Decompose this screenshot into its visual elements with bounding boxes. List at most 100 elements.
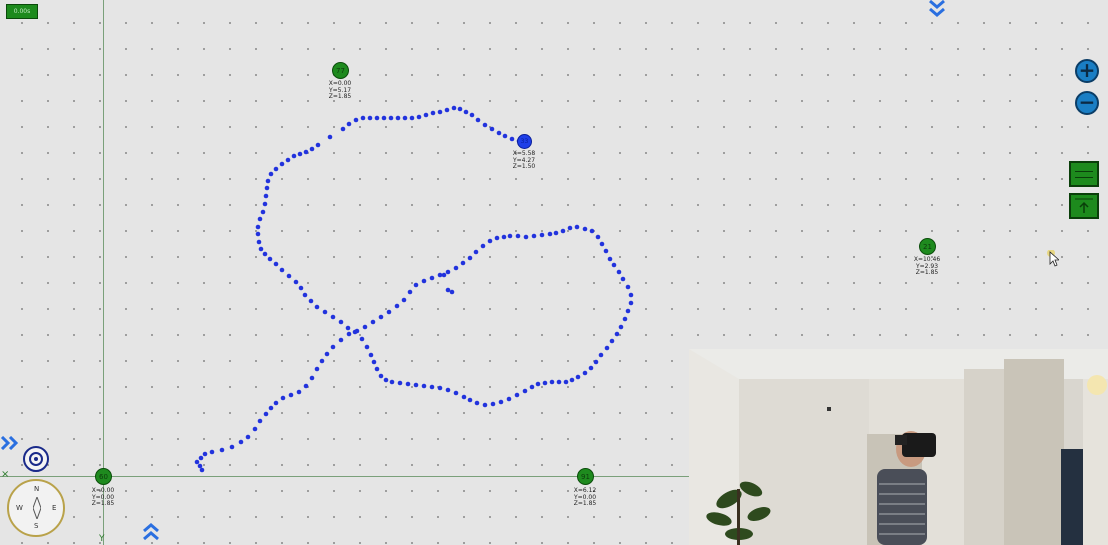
anchor-91[interactable]: 91 <box>577 468 594 485</box>
trail-point <box>263 193 269 199</box>
anchor-60[interactable]: 60 <box>95 468 112 485</box>
trail-point <box>368 352 374 358</box>
trail-point <box>441 272 447 278</box>
trail-point <box>209 449 215 455</box>
y-axis-line <box>103 0 104 545</box>
trail-point <box>501 234 507 240</box>
trail-point <box>262 251 268 257</box>
trail-point <box>303 149 309 155</box>
zoom-in-button[interactable]: + <box>1075 59 1099 83</box>
trail-point <box>625 284 631 290</box>
trail-point <box>625 308 631 314</box>
trail-point <box>371 359 377 365</box>
trail-point <box>445 269 451 275</box>
anchor-x: X=0.00 <box>328 80 352 87</box>
trail-point <box>463 109 469 115</box>
fit-view-button[interactable] <box>1069 161 1099 187</box>
trail-point <box>437 109 443 115</box>
trail-point <box>429 384 435 390</box>
trail-point <box>340 126 346 132</box>
anchor-z: Z=1.85 <box>328 93 352 100</box>
tag-x: X=5.58 <box>512 150 536 157</box>
trail-point <box>542 380 548 386</box>
trail-point <box>494 235 500 241</box>
trail-point <box>260 209 266 215</box>
trail-point <box>367 115 373 121</box>
trail-point <box>421 383 427 389</box>
trail-point <box>467 255 473 261</box>
double-chevron-up-icon[interactable] <box>142 522 160 542</box>
trail-point <box>622 316 628 322</box>
trail-point <box>509 136 515 142</box>
trail-point <box>628 292 634 298</box>
trail-point <box>461 394 467 400</box>
trail-point <box>506 396 512 402</box>
trail-point <box>539 232 545 238</box>
trail-point <box>445 287 451 293</box>
compass-east: E <box>52 504 57 512</box>
trail-point <box>319 358 325 364</box>
trail-point <box>460 260 466 266</box>
time-badge[interactable]: 0.00s <box>6 4 38 19</box>
trail-point <box>409 115 415 121</box>
anchor-x: X=0.00 <box>91 487 115 494</box>
trail-point <box>324 351 330 357</box>
trail-point <box>560 228 566 234</box>
tag-y: Y=4.27 <box>512 156 536 164</box>
trail-point <box>405 381 411 387</box>
trail-point <box>322 309 328 315</box>
trail-point <box>257 216 263 222</box>
trail-point <box>345 325 351 331</box>
trail-point <box>413 382 419 388</box>
anchor-id: 91 <box>581 473 590 481</box>
trail-point <box>298 285 304 291</box>
trail-point <box>402 115 408 121</box>
tag-marker[interactable]: 33 <box>517 134 532 149</box>
upload-arrow-icon <box>1075 198 1093 213</box>
trail-point <box>529 384 535 390</box>
trail-point <box>535 381 541 387</box>
trail-point <box>202 451 208 457</box>
trail-point <box>475 117 481 123</box>
trail-point <box>252 426 258 432</box>
trail-point <box>229 444 235 450</box>
trail-point <box>575 374 581 380</box>
trail-point <box>407 289 413 295</box>
trail-point <box>620 276 626 282</box>
trail-point <box>482 402 488 408</box>
trail-point <box>616 269 622 275</box>
trail-point <box>268 405 274 411</box>
trail-point <box>338 337 344 343</box>
trail-point <box>480 243 486 249</box>
plus-icon: + <box>1078 58 1096 82</box>
expand-left-icon <box>0 435 19 451</box>
compass-icon: N S E W <box>7 479 65 537</box>
anchor-x: X=6.12 <box>573 487 597 494</box>
trail-point <box>611 262 617 268</box>
export-button[interactable] <box>1069 193 1099 219</box>
trail-point <box>388 115 394 121</box>
trail-point <box>531 233 537 239</box>
trail-point <box>286 273 292 279</box>
trail-point <box>609 338 615 344</box>
compass-south: S <box>34 522 39 530</box>
target-icon[interactable] <box>23 446 49 472</box>
trail-point <box>285 157 291 163</box>
zoom-out-button[interactable]: − <box>1075 91 1099 115</box>
double-chevron-right-icon[interactable] <box>0 435 22 451</box>
trail-point <box>628 300 634 306</box>
trail-point <box>523 234 529 240</box>
double-chevron-down-icon[interactable] <box>928 0 946 18</box>
anchor-60-coords: X=0.00 Y=0.00 Z=1.85 <box>83 487 123 508</box>
trail-point <box>445 387 451 393</box>
trail-point <box>245 434 251 440</box>
tag-coords: X=5.58 Y=4.27 Z=1.50 <box>504 150 544 171</box>
anchor-21-coords: X=10.46 Y=2.93 Z=1.85 <box>907 256 947 277</box>
anchor-77[interactable]: 77 <box>332 62 349 79</box>
expand-bottom-icon <box>143 523 159 541</box>
trail-point <box>370 319 376 325</box>
trail-point <box>280 395 286 401</box>
mouse-cursor-icon <box>1047 250 1059 267</box>
anchor-21[interactable]: 21 <box>919 238 936 255</box>
